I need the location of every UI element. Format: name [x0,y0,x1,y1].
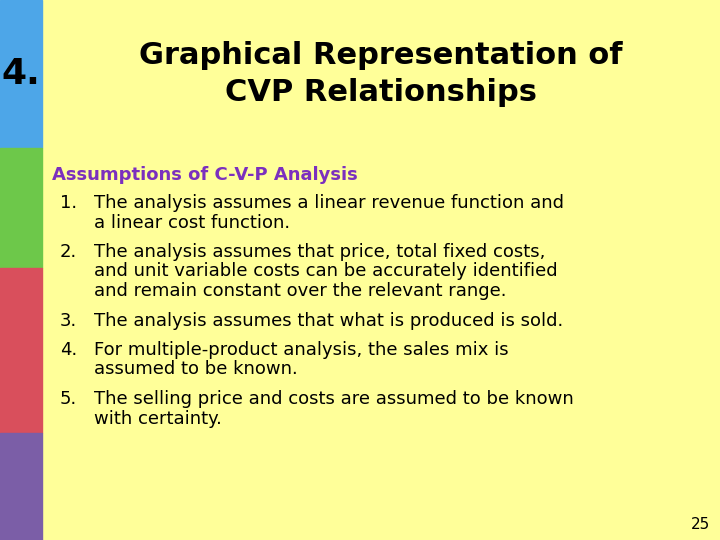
Text: 5.: 5. [60,390,77,408]
Text: For multiple-product analysis, the sales mix is: For multiple-product analysis, the sales… [94,341,508,359]
Text: 1.: 1. [60,194,77,212]
Text: 3.: 3. [60,312,77,329]
Bar [0,0,42,148]
Text: The selling price and costs are assumed to be known: The selling price and costs are assumed … [94,390,574,408]
Text: a linear cost function.: a linear cost function. [94,213,290,232]
Bar [0,268,42,433]
Text: The analysis assumes that what is produced is sold.: The analysis assumes that what is produc… [94,312,563,329]
Text: 4.: 4. [60,341,77,359]
Text: The analysis assumes that price, total fixed costs,: The analysis assumes that price, total f… [94,243,545,261]
Text: with certainty.: with certainty. [94,409,222,428]
Bar [0,148,42,268]
Text: 25: 25 [690,517,710,532]
Text: The analysis assumes a linear revenue function and: The analysis assumes a linear revenue fu… [94,194,564,212]
Text: Graphical Representation of
CVP Relationships: Graphical Representation of CVP Relation… [139,41,623,107]
Text: 4.: 4. [1,57,40,91]
Bar [0,433,42,540]
Text: assumed to be known.: assumed to be known. [94,361,298,379]
Text: Assumptions of C-V-P Analysis: Assumptions of C-V-P Analysis [52,166,358,184]
Text: 2.: 2. [60,243,77,261]
Text: and remain constant over the relevant range.: and remain constant over the relevant ra… [94,282,506,300]
Text: and unit variable costs can be accurately identified: and unit variable costs can be accuratel… [94,262,557,280]
